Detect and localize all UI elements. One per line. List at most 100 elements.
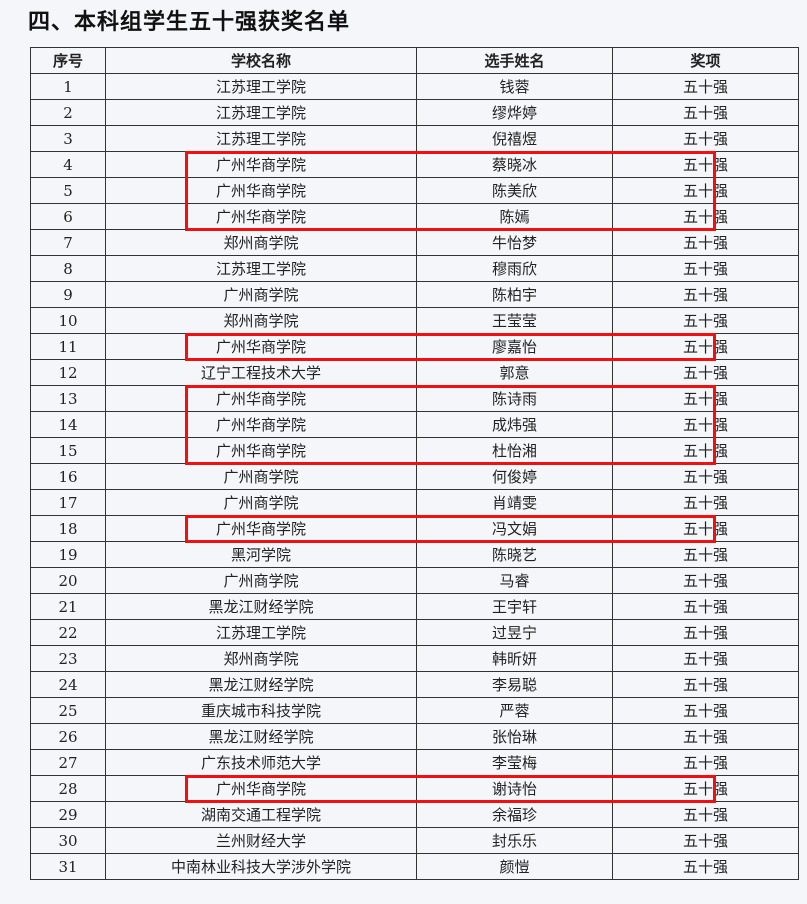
school-cell: 广州华商学院 [105, 411, 417, 438]
student-name-cell: 王莹莹 [416, 307, 613, 334]
index-cell: 10 [30, 307, 106, 334]
school-cell: 广州商学院 [105, 281, 417, 308]
index-cell: 25 [30, 697, 106, 724]
index-cell: 12 [30, 359, 106, 386]
table-row: 6 广州华商学院 陈嫣 五十强 [30, 203, 799, 230]
header-name: 选手姓名 [416, 47, 613, 74]
table-row: 24 黑龙江财经学院 李易聪 五十强 [30, 671, 799, 698]
index-cell: 1 [30, 73, 106, 100]
school-cell: 广州商学院 [105, 463, 417, 490]
table-row: 4 广州华商学院 蔡晓冰 五十强 [30, 151, 799, 178]
table-row: 25 重庆城市科技学院 严蓉 五十强 [30, 697, 799, 724]
student-name-cell: 牛怡梦 [416, 229, 613, 256]
award-cell: 五十强 [612, 255, 799, 282]
school-cell: 湖南交通工程学院 [105, 801, 417, 828]
award-cell: 五十强 [612, 593, 799, 620]
table-row: 3 江苏理工学院 倪禧煜 五十强 [30, 125, 799, 152]
award-cell: 五十强 [612, 99, 799, 126]
award-cell: 五十强 [612, 359, 799, 386]
award-cell: 五十强 [612, 567, 799, 594]
table-row: 23 郑州商学院 韩昕妍 五十强 [30, 645, 799, 672]
award-cell: 五十强 [612, 697, 799, 724]
award-cell: 五十强 [612, 541, 799, 568]
award-cell: 五十强 [612, 801, 799, 828]
student-name-cell: 陈美欣 [416, 177, 613, 204]
award-cell: 五十强 [612, 411, 799, 438]
school-cell: 郑州商学院 [105, 645, 417, 672]
table-row: 19 黑河学院 陈晓艺 五十强 [30, 541, 799, 568]
table-row: 1 江苏理工学院 钱蓉 五十强 [30, 73, 799, 100]
school-cell: 郑州商学院 [105, 307, 417, 334]
student-name-cell: 李易聪 [416, 671, 613, 698]
award-cell: 五十强 [612, 307, 799, 334]
student-name-cell: 颜愷 [416, 853, 613, 880]
student-name-cell: 穆雨欣 [416, 255, 613, 282]
index-cell: 23 [30, 645, 106, 672]
student-name-cell: 谢诗怡 [416, 775, 613, 802]
index-cell: 4 [30, 151, 106, 178]
student-name-cell: 廖嘉怡 [416, 333, 613, 360]
index-cell: 26 [30, 723, 106, 750]
award-cell: 五十强 [612, 151, 799, 178]
award-cell: 五十强 [612, 489, 799, 516]
award-table: 序号 学校名称 选手姓名 奖项 1 江苏理工学院 钱蓉 五十强 2 江苏理工学院 缪烨婷 五十… [30, 47, 799, 880]
index-cell: 3 [30, 125, 106, 152]
award-cell: 五十强 [612, 827, 799, 854]
table-row: 16 广州商学院 何俊婷 五十强 [30, 463, 799, 490]
table-row: 9 广州商学院 陈柏宇 五十强 [30, 281, 799, 308]
student-name-cell: 陈晓艺 [416, 541, 613, 568]
header-index: 序号 [30, 47, 106, 74]
index-cell: 7 [30, 229, 106, 256]
school-cell: 广州华商学院 [105, 333, 417, 360]
student-name-cell: 陈嫣 [416, 203, 613, 230]
table-row: 26 黑龙江财经学院 张怡琳 五十强 [30, 723, 799, 750]
header-row: 序号 学校名称 选手姓名 奖项 [30, 47, 799, 74]
student-name-cell: 过昱宁 [416, 619, 613, 646]
award-cell: 五十强 [612, 749, 799, 776]
school-cell: 广州华商学院 [105, 775, 417, 802]
index-cell: 21 [30, 593, 106, 620]
school-cell: 江苏理工学院 [105, 125, 417, 152]
award-cell: 五十强 [612, 645, 799, 672]
student-name-cell: 陈柏宇 [416, 281, 613, 308]
school-cell: 广州华商学院 [105, 203, 417, 230]
award-cell: 五十强 [612, 723, 799, 750]
student-name-cell: 郭意 [416, 359, 613, 386]
school-cell: 江苏理工学院 [105, 99, 417, 126]
school-cell: 黑龙江财经学院 [105, 723, 417, 750]
award-cell: 五十强 [612, 775, 799, 802]
table-row: 7 郑州商学院 牛怡梦 五十强 [30, 229, 799, 256]
student-name-cell: 余福珍 [416, 801, 613, 828]
school-cell: 黑龙江财经学院 [105, 671, 417, 698]
school-cell: 广东技术师范大学 [105, 749, 417, 776]
school-cell: 黑龙江财经学院 [105, 593, 417, 620]
school-cell: 广州华商学院 [105, 515, 417, 542]
school-cell: 江苏理工学院 [105, 255, 417, 282]
table-row: 10 郑州商学院 王莹莹 五十强 [30, 307, 799, 334]
student-name-cell: 陈诗雨 [416, 385, 613, 412]
table-row: 31 中南林业科技大学涉外学院 颜愷 五十强 [30, 853, 799, 880]
index-cell: 11 [30, 333, 106, 360]
index-cell: 18 [30, 515, 106, 542]
school-cell: 广州华商学院 [105, 385, 417, 412]
student-name-cell: 冯文娟 [416, 515, 613, 542]
student-name-cell: 杜怡湘 [416, 437, 613, 464]
award-cell: 五十强 [612, 463, 799, 490]
index-cell: 2 [30, 99, 106, 126]
index-cell: 22 [30, 619, 106, 646]
table-row: 20 广州商学院 马睿 五十强 [30, 567, 799, 594]
student-name-cell: 缪烨婷 [416, 99, 613, 126]
award-cell: 五十强 [612, 281, 799, 308]
award-cell: 五十强 [612, 177, 799, 204]
school-cell: 广州商学院 [105, 567, 417, 594]
header-school: 学校名称 [105, 47, 417, 74]
table-row: 15 广州华商学院 杜怡湘 五十强 [30, 437, 799, 464]
header-award: 奖项 [612, 47, 799, 74]
school-cell: 广州商学院 [105, 489, 417, 516]
school-cell: 广州华商学院 [105, 177, 417, 204]
school-cell: 重庆城市科技学院 [105, 697, 417, 724]
student-name-cell: 张怡琳 [416, 723, 613, 750]
index-cell: 19 [30, 541, 106, 568]
index-cell: 27 [30, 749, 106, 776]
award-cell: 五十强 [612, 229, 799, 256]
